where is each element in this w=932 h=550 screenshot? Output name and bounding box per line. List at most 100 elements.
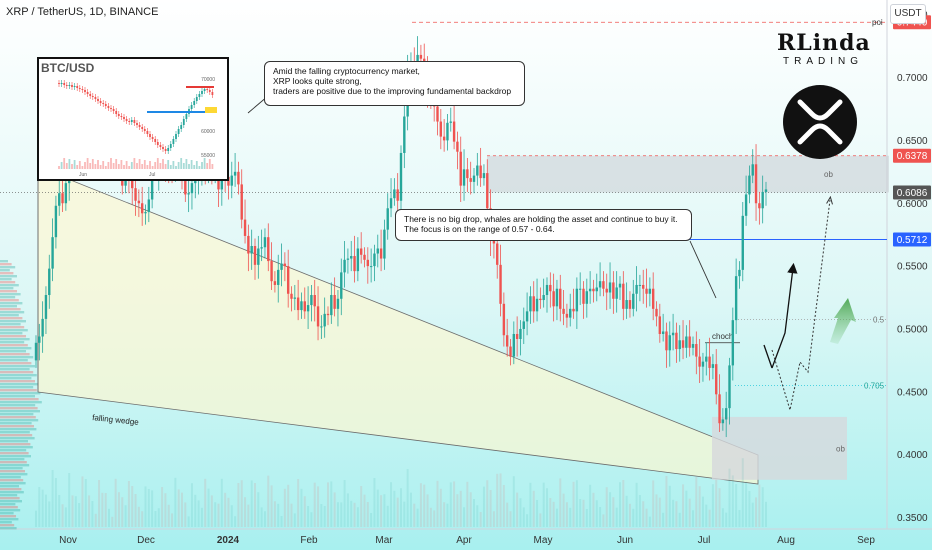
month-label: Nov <box>59 535 77 546</box>
inset-candle <box>86 89 89 97</box>
volume-bar <box>254 483 256 527</box>
inset-candle <box>60 80 63 87</box>
candle <box>363 247 366 268</box>
volume-bar <box>336 502 339 527</box>
volume-bar <box>260 507 263 527</box>
candle <box>675 322 678 363</box>
inset-candle <box>99 98 102 106</box>
ob-upper-zone <box>487 155 889 193</box>
volume-bar <box>263 511 266 527</box>
volume-profile-bar <box>0 464 30 467</box>
volume-bar <box>413 503 416 527</box>
volume-profile-bar <box>0 317 23 320</box>
inset-volume-bar <box>167 160 170 169</box>
month-label: Jun <box>617 535 633 546</box>
inset-candle <box>133 117 136 126</box>
candle <box>632 279 635 317</box>
candle <box>602 271 605 297</box>
inset-volume-bar <box>110 158 112 169</box>
month-label: Apr <box>456 535 472 546</box>
fib-0-5-label: 0.5 <box>873 316 885 325</box>
volume-bar <box>655 494 658 527</box>
price-tick-label: 0.7000 <box>897 73 928 84</box>
candle <box>263 228 267 259</box>
volume-profile-bar <box>0 470 25 473</box>
price-tick-label: 0.6500 <box>897 136 928 147</box>
volume-bar <box>552 501 555 527</box>
inset-volume-bar <box>107 162 110 169</box>
volume-bar <box>419 483 422 527</box>
volume-bar <box>718 488 721 527</box>
candle <box>622 271 625 321</box>
candle <box>741 201 744 282</box>
candle <box>442 119 446 152</box>
volume-bar <box>738 510 741 527</box>
volume-bar <box>277 503 280 527</box>
month-label: 2024 <box>217 535 240 546</box>
inset-candle <box>167 145 170 154</box>
volume-bar <box>605 487 608 527</box>
inset-volume-bar <box>208 159 211 169</box>
volume-bar <box>758 484 761 527</box>
candle <box>625 282 628 319</box>
currency-selector[interactable]: USDT <box>890 4 926 24</box>
inset-candle <box>65 82 68 89</box>
volume-profile-bar <box>0 437 35 440</box>
candle <box>250 229 253 270</box>
price-tick-label: 0.5000 <box>897 324 928 335</box>
price-label-tag: 0.5712 <box>893 232 931 247</box>
volume-bar <box>403 501 406 527</box>
candle <box>330 282 333 324</box>
volume-bar <box>575 480 578 527</box>
volume-bar <box>692 510 694 527</box>
volume-bar <box>489 490 492 527</box>
candle <box>562 289 565 326</box>
volume-bar <box>127 481 130 527</box>
inset-volume-bar <box>138 159 141 169</box>
volume-bar <box>708 509 711 527</box>
inset-candle <box>128 118 131 125</box>
volume-profile-bar <box>0 416 36 419</box>
inset-volume-bar <box>162 159 164 169</box>
volume-profile-bar <box>0 356 34 359</box>
candle <box>469 161 472 195</box>
candle <box>286 249 290 308</box>
candle <box>230 161 233 199</box>
volume-profile-bar <box>0 443 31 446</box>
candle <box>38 323 41 361</box>
inset-volume-bar <box>169 165 172 169</box>
chart-title: XRP / TetherUS, 1D, BINANCE <box>6 6 159 18</box>
inset-candle <box>146 128 149 137</box>
candle <box>691 336 695 356</box>
inset-volume-bar <box>63 158 66 169</box>
candle <box>466 157 469 192</box>
volume-profile-bar <box>0 290 17 293</box>
volume-bar <box>482 486 485 527</box>
candle <box>306 286 310 329</box>
volume-bar <box>565 502 568 527</box>
inset-candle <box>123 114 125 122</box>
volume-bar <box>635 482 638 527</box>
volume-profile-bar <box>0 341 25 344</box>
candle <box>582 281 585 319</box>
volume-profile-bar <box>0 380 35 383</box>
candle <box>658 303 662 343</box>
volume-profile-bar <box>0 371 34 374</box>
volume-bar <box>562 493 565 527</box>
inset-candle <box>198 91 201 100</box>
volume-bar <box>725 512 728 527</box>
candle <box>303 287 306 319</box>
ob-lower-zone <box>712 416 847 480</box>
volume-bar <box>459 490 462 527</box>
volume-bar <box>84 479 87 527</box>
inset-volume-bar <box>115 159 118 169</box>
inset-candle <box>73 83 76 90</box>
target-up-arrow <box>830 298 856 344</box>
volume-bar <box>652 480 655 527</box>
volume-bar <box>638 495 641 527</box>
volume-bar <box>672 499 675 527</box>
candle <box>290 286 293 312</box>
volume-bar <box>346 493 349 527</box>
volume-bar <box>642 501 645 527</box>
volume-bar <box>88 495 91 527</box>
